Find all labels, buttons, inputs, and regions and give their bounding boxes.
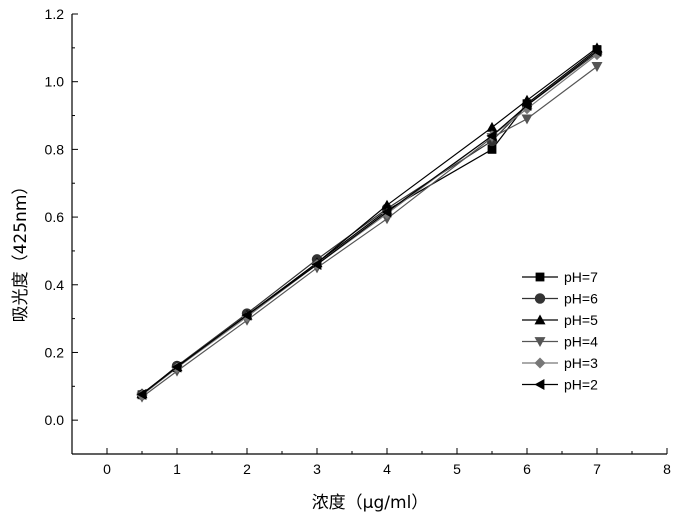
x-tick-label: 1 [173, 461, 181, 477]
y-tick-label: 0.2 [45, 344, 65, 360]
y-tick-label: 0.6 [45, 209, 65, 225]
legend-marker [535, 293, 545, 303]
x-tick-label: 7 [593, 461, 601, 477]
x-tick-label: 6 [523, 461, 531, 477]
series-pH=4 [137, 62, 603, 403]
y-axis-title: 吸光度（425nm） [11, 178, 31, 323]
legend-label: pH=6 [564, 291, 598, 307]
y-axis: 0.0 0.2 0.4 0.6 0.8 1.0 1.2 [45, 6, 78, 454]
legend-item: pH=4 [522, 334, 598, 350]
x-tick-label: 0 [103, 461, 111, 477]
series-layer [137, 42, 603, 402]
y-tick-label: 1.0 [45, 74, 65, 90]
x-tick-label: 3 [313, 461, 321, 477]
legend-item: pH=6 [522, 291, 598, 307]
x-axis-title: 浓度（μg/ml） [312, 493, 429, 513]
legend: pH=7 pH=6 pH=5 pH=4 pH=3 pH=2 [522, 269, 598, 393]
data-point [487, 122, 498, 132]
legend-label: pH=5 [564, 312, 598, 328]
data-point [488, 145, 497, 154]
data-point [592, 62, 603, 72]
y-tick-label: 1.2 [45, 6, 65, 22]
y-tick-label: 0.4 [45, 277, 65, 293]
legend-label: pH=7 [564, 269, 598, 285]
legend-item: pH=2 [522, 377, 598, 393]
legend-item: pH=3 [522, 355, 598, 371]
x-tick-label: 5 [453, 461, 461, 477]
legend-label: pH=2 [564, 377, 598, 393]
x-tick-label: 8 [663, 461, 671, 477]
chart: 0 1 2 3 4 5 6 7 8 0.0 0.2 0.4 0.6 0.8 1.0 1.2 浓度（μg/ml… [0, 0, 677, 520]
x-tick-label: 2 [243, 461, 251, 477]
x-axis: 0 1 2 3 4 5 6 7 8 [72, 448, 671, 477]
legend-label: pH=3 [564, 355, 598, 371]
legend-item: pH=5 [522, 312, 598, 328]
x-tick-label: 4 [383, 461, 391, 477]
data-point [522, 115, 533, 125]
y-tick-label: 0.8 [45, 141, 65, 157]
legend-marker [535, 379, 545, 390]
legend-marker [536, 273, 545, 282]
legend-label: pH=4 [564, 334, 598, 350]
legend-item: pH=7 [522, 269, 598, 285]
legend-marker [535, 358, 546, 369]
y-tick-label: 0.0 [45, 412, 65, 428]
